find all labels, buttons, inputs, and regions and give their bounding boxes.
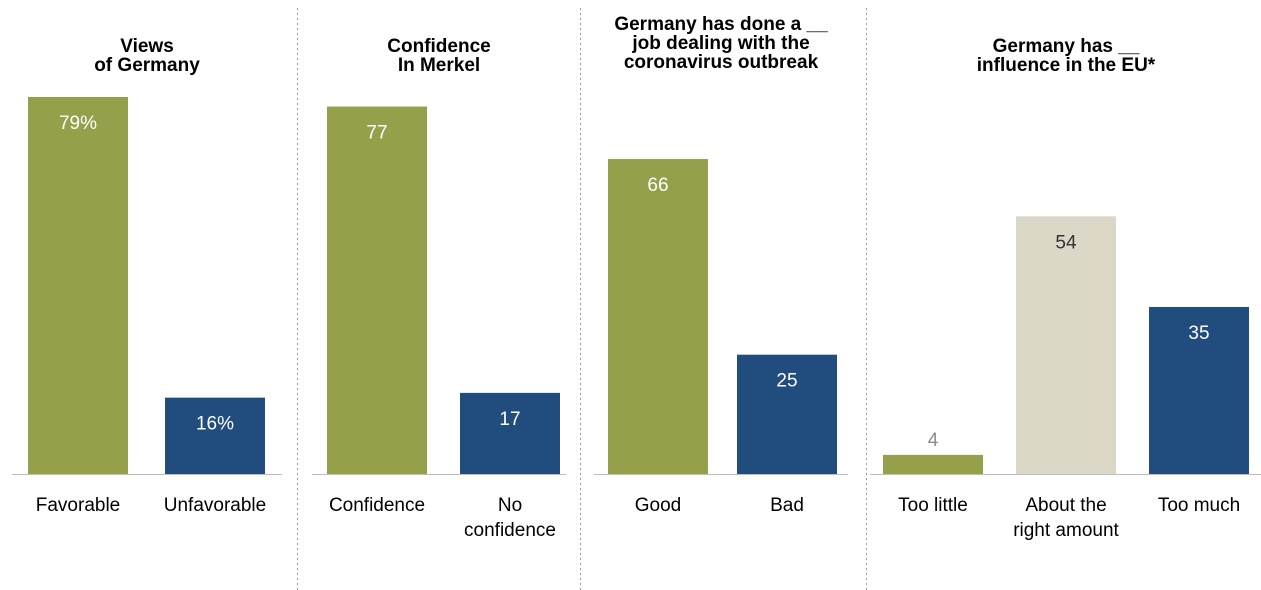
- category-label: Bad: [770, 495, 804, 516]
- panel-title-line: influence in the EU*: [977, 55, 1156, 76]
- category-label: Unfavorable: [164, 495, 266, 516]
- category-label: confidence: [464, 520, 556, 541]
- bar: [28, 97, 128, 474]
- data-label: 25: [776, 371, 797, 392]
- bar: [608, 159, 708, 475]
- category-label: Good: [635, 495, 681, 516]
- panel-title-line: Views: [120, 36, 174, 57]
- data-label: 17: [499, 409, 520, 430]
- panel-title-line: Germany has done a __: [614, 14, 828, 35]
- bar: [1016, 216, 1116, 474]
- category-label: Favorable: [36, 495, 121, 516]
- data-label: 16%: [196, 414, 234, 435]
- category-label: Too little: [898, 495, 968, 516]
- category-label: About the: [1025, 495, 1106, 516]
- data-label: 79%: [59, 113, 97, 134]
- category-label: right amount: [1013, 520, 1119, 541]
- bar: [165, 397, 265, 474]
- panel-title-line: of Germany: [94, 55, 200, 76]
- category-label: Confidence: [329, 495, 425, 516]
- data-label: 66: [647, 175, 668, 196]
- data-label: 4: [928, 430, 939, 451]
- panel-title-line: Confidence: [387, 36, 490, 57]
- panel-title-line: Germany has __: [993, 36, 1140, 57]
- panel-title-line: job dealing with the: [631, 33, 809, 54]
- bar: [737, 354, 837, 474]
- category-label: Too much: [1158, 495, 1240, 516]
- panel-title-line: coronavirus outbreak: [624, 52, 819, 73]
- category-label: No: [498, 495, 522, 516]
- data-label: 77: [366, 123, 387, 144]
- bar: [883, 454, 983, 474]
- data-label: 54: [1055, 232, 1077, 253]
- bar: [460, 392, 560, 474]
- bar: [327, 106, 427, 474]
- data-label: 35: [1188, 323, 1209, 344]
- panel-title-line: In Merkel: [398, 55, 480, 76]
- bar: [1149, 306, 1249, 474]
